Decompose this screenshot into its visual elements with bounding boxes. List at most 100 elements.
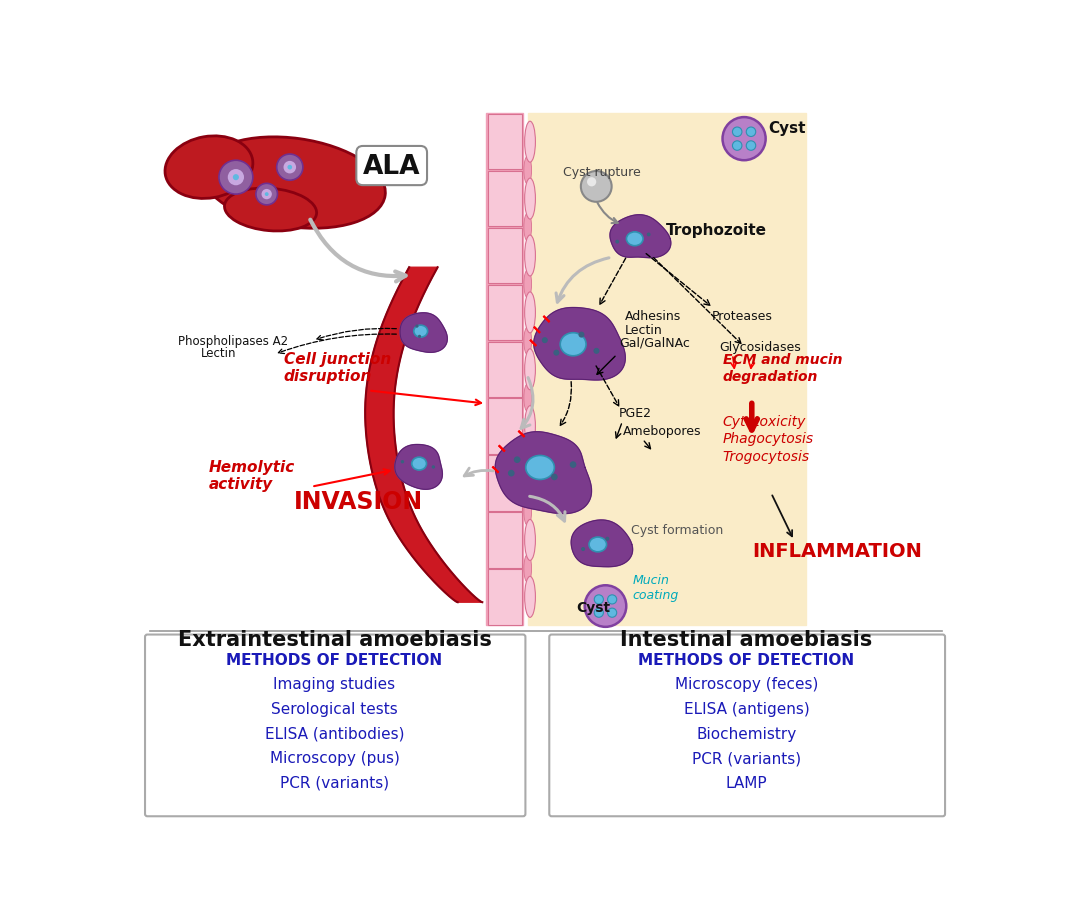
Circle shape bbox=[551, 474, 558, 481]
Circle shape bbox=[228, 170, 244, 186]
Text: Biochemistry: Biochemistry bbox=[697, 726, 797, 741]
Circle shape bbox=[733, 142, 742, 151]
Ellipse shape bbox=[412, 458, 427, 471]
FancyBboxPatch shape bbox=[145, 635, 525, 816]
Text: Imaging studies: Imaging studies bbox=[274, 676, 395, 692]
Ellipse shape bbox=[165, 137, 252, 199]
Text: Cell junction
disruption: Cell junction disruption bbox=[283, 352, 391, 384]
Text: Cytotoxicity
Phagocytosis
Trogocytosis: Cytotoxicity Phagocytosis Trogocytosis bbox=[722, 414, 814, 463]
Circle shape bbox=[554, 350, 559, 357]
Ellipse shape bbox=[589, 538, 607, 552]
Ellipse shape bbox=[524, 270, 531, 299]
Text: Lectin: Lectin bbox=[201, 346, 236, 359]
Polygon shape bbox=[610, 215, 671, 258]
Ellipse shape bbox=[524, 157, 531, 185]
Circle shape bbox=[542, 338, 547, 344]
Circle shape bbox=[747, 142, 756, 151]
Text: Adhesins: Adhesins bbox=[625, 310, 681, 323]
Text: Mucin
coating: Mucin coating bbox=[633, 573, 678, 602]
Text: Serological tests: Serological tests bbox=[272, 701, 398, 716]
Ellipse shape bbox=[560, 334, 586, 357]
Circle shape bbox=[733, 128, 742, 137]
Text: METHODS OF DETECTION: METHODS OF DETECTION bbox=[638, 652, 854, 667]
Polygon shape bbox=[528, 114, 806, 626]
Ellipse shape bbox=[202, 138, 386, 229]
Polygon shape bbox=[395, 445, 442, 490]
Ellipse shape bbox=[525, 179, 536, 220]
Ellipse shape bbox=[626, 233, 643, 246]
Circle shape bbox=[581, 548, 585, 551]
Circle shape bbox=[233, 175, 239, 181]
Ellipse shape bbox=[525, 292, 536, 334]
Circle shape bbox=[747, 128, 756, 137]
Circle shape bbox=[283, 162, 296, 175]
Circle shape bbox=[262, 189, 272, 200]
Text: ELISA (antibodies): ELISA (antibodies) bbox=[265, 726, 405, 741]
Circle shape bbox=[415, 325, 419, 328]
Text: METHODS OF DETECTION: METHODS OF DETECTION bbox=[227, 652, 443, 667]
Circle shape bbox=[593, 348, 600, 355]
Circle shape bbox=[265, 193, 268, 197]
Text: ALA: ALA bbox=[363, 153, 421, 179]
Bar bbox=[488, 229, 522, 284]
Circle shape bbox=[513, 457, 521, 463]
Circle shape bbox=[400, 460, 404, 464]
Text: Microscopy (pus): Microscopy (pus) bbox=[269, 751, 399, 766]
Circle shape bbox=[594, 596, 604, 605]
Ellipse shape bbox=[524, 327, 531, 356]
Text: Trophozoite: Trophozoite bbox=[666, 223, 767, 238]
Ellipse shape bbox=[525, 349, 536, 391]
Bar bbox=[488, 172, 522, 227]
Bar bbox=[488, 342, 522, 398]
Circle shape bbox=[722, 118, 766, 161]
Ellipse shape bbox=[524, 498, 531, 527]
Circle shape bbox=[605, 537, 609, 541]
Circle shape bbox=[616, 241, 619, 244]
Circle shape bbox=[607, 608, 617, 618]
Bar bbox=[488, 115, 522, 170]
Text: Glycosidases: Glycosidases bbox=[720, 340, 801, 353]
Ellipse shape bbox=[414, 326, 428, 338]
Ellipse shape bbox=[524, 384, 531, 413]
Text: Cyst formation: Cyst formation bbox=[630, 523, 723, 537]
Polygon shape bbox=[400, 313, 447, 353]
Text: Extraintestinal amoebiasis: Extraintestinal amoebiasis bbox=[178, 629, 491, 649]
Bar bbox=[488, 399, 522, 454]
Text: Proteases: Proteases bbox=[711, 310, 772, 323]
Ellipse shape bbox=[524, 554, 531, 583]
Polygon shape bbox=[486, 114, 523, 626]
Text: Intestinal amoebiasis: Intestinal amoebiasis bbox=[620, 629, 872, 649]
Ellipse shape bbox=[525, 406, 536, 448]
Text: Microscopy (feces): Microscopy (feces) bbox=[675, 676, 818, 692]
Ellipse shape bbox=[525, 520, 536, 561]
Polygon shape bbox=[571, 520, 633, 567]
FancyBboxPatch shape bbox=[550, 635, 945, 816]
Circle shape bbox=[570, 461, 576, 469]
Bar bbox=[488, 286, 522, 341]
Ellipse shape bbox=[525, 122, 536, 163]
Text: Hemolytic
activity: Hemolytic activity bbox=[209, 460, 295, 492]
Circle shape bbox=[288, 165, 292, 170]
Circle shape bbox=[417, 335, 421, 338]
Circle shape bbox=[219, 161, 252, 195]
Circle shape bbox=[585, 585, 626, 627]
Circle shape bbox=[587, 178, 596, 187]
Text: LAMP: LAMP bbox=[725, 775, 767, 790]
Ellipse shape bbox=[525, 577, 536, 618]
Ellipse shape bbox=[525, 463, 536, 504]
Circle shape bbox=[578, 333, 585, 338]
Polygon shape bbox=[534, 308, 625, 380]
Text: Cyst: Cyst bbox=[576, 601, 610, 615]
Text: Phospholipases A2: Phospholipases A2 bbox=[178, 335, 289, 348]
Bar bbox=[488, 456, 522, 511]
Circle shape bbox=[594, 608, 604, 618]
Text: Amebopores: Amebopores bbox=[623, 425, 702, 437]
Text: Lectin: Lectin bbox=[625, 323, 662, 336]
Circle shape bbox=[256, 184, 278, 206]
Text: INFLAMMATION: INFLAMMATION bbox=[752, 541, 921, 561]
Ellipse shape bbox=[525, 236, 536, 277]
Ellipse shape bbox=[225, 188, 316, 232]
Circle shape bbox=[646, 233, 651, 237]
Text: ECM and mucin
degradation: ECM and mucin degradation bbox=[722, 353, 842, 384]
Ellipse shape bbox=[526, 456, 555, 480]
